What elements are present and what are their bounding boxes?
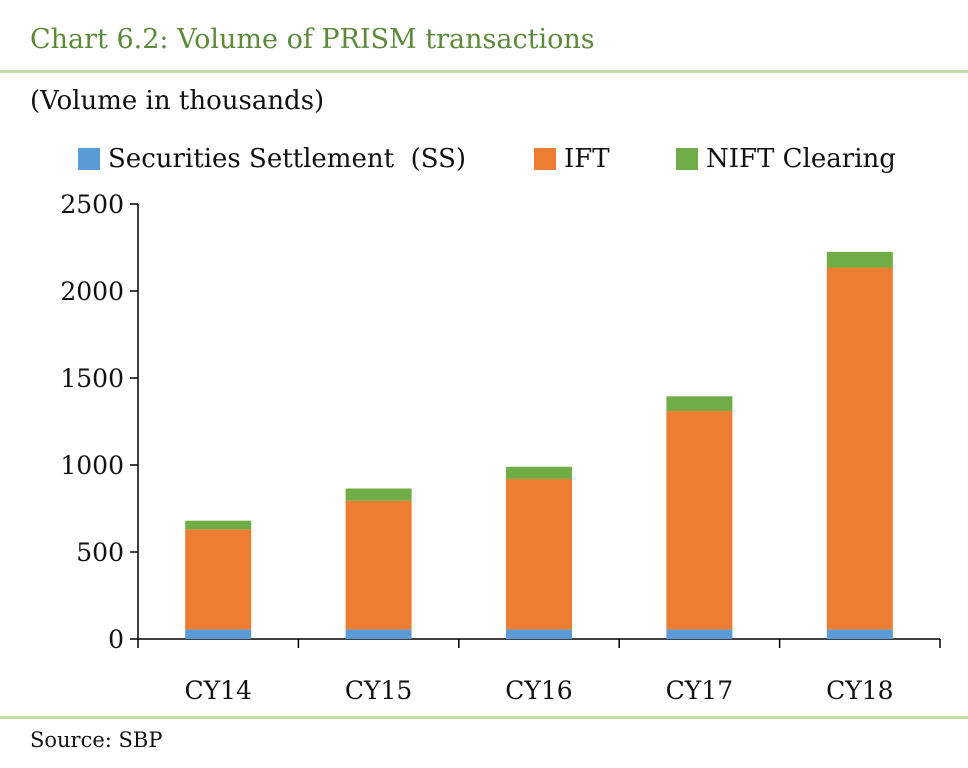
x-tick-label-cy16: CY16 [505, 676, 572, 705]
bar-nift-cy14 [185, 520, 252, 530]
bar-ss-cy18 [826, 629, 893, 639]
bar-nift-cy17 [666, 396, 733, 412]
footer-divider [0, 716, 968, 719]
y-tick-label-1000: 1000 [60, 451, 124, 480]
source-note: Source: SBP [30, 728, 163, 752]
bar-nift-cy16 [506, 466, 572, 479]
bar-ift-cy14 [185, 529, 252, 630]
bar-nift-cy15 [345, 488, 412, 501]
bar-ss-cy14 [185, 629, 252, 639]
legend-label-ss: Securities Settlement (SS) [108, 144, 467, 174]
chart-legend: Securities Settlement (SS) IFT NIFT Clea… [0, 144, 968, 180]
bar-ss-cy16 [506, 629, 572, 639]
bar-ss-cy17 [666, 629, 733, 639]
y-tick-label-0: 0 [108, 625, 124, 654]
bar-ift-cy15 [345, 500, 412, 630]
bar-ss-cy15 [345, 629, 412, 639]
chart-plot: 0 500 1000 1500 2000 2500 CY14 CY15 CY16 CY17 CY18 [60, 190, 941, 705]
x-tick-label-cy14: CY14 [184, 676, 251, 705]
legend-label-ift: IFT [564, 144, 610, 174]
chart-title: Chart 6.2: Volume of PRISM transactions [30, 24, 595, 55]
legend-swatch-ift [534, 148, 556, 170]
bar-ift-cy16 [506, 478, 572, 630]
y-tick-label-1500: 1500 [60, 364, 124, 393]
legend-swatch-ss [78, 148, 100, 170]
bar-ift-cy17 [666, 411, 733, 630]
y-tick-label-500: 500 [76, 538, 124, 567]
bar-ift-cy18 [826, 267, 893, 630]
legend-item-ss: Securities Settlement (SS) [78, 144, 466, 174]
chart-subtitle: (Volume in thousands) [30, 86, 325, 116]
x-tick-label-cy18: CY18 [826, 676, 893, 705]
bar-nift-cy18 [826, 251, 893, 268]
y-tick-label-2000: 2000 [60, 277, 124, 306]
legend-label-nift: NIFT Clearing [706, 144, 896, 174]
legend-item-ift: IFT [534, 144, 610, 174]
y-tick-label-2500: 2500 [60, 190, 124, 219]
x-tick-label-cy17: CY17 [666, 676, 733, 705]
legend-item-nift: NIFT Clearing [676, 144, 896, 174]
legend-swatch-nift [676, 148, 698, 170]
title-divider [0, 70, 968, 73]
x-tick-label-cy15: CY15 [345, 676, 412, 705]
